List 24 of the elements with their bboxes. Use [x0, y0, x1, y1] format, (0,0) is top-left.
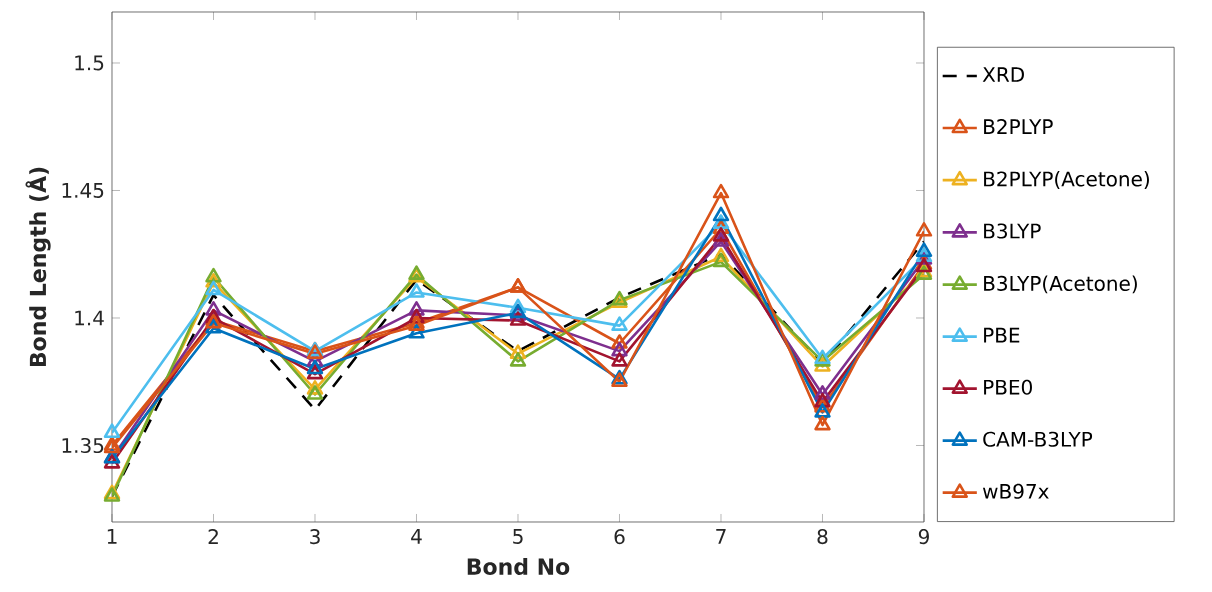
legend-label: B3LYP(Acetone) [984, 275, 1137, 294]
x-tick-label: 1 [107, 529, 117, 544]
legend-label: PBE [984, 327, 1020, 343]
legend-label: PBE0 [984, 379, 1032, 395]
legend-label: XRD [982, 67, 1024, 82]
legend-label: B3LYP [984, 223, 1041, 239]
x-tick-label: 8 [817, 529, 828, 545]
legend-label: CAM-B3LYP [983, 431, 1093, 447]
x-tick-label: 2 [208, 529, 218, 544]
y-tick-label: 1.5 [75, 55, 104, 71]
x-axis-title: Bond No [467, 557, 570, 575]
legend-label: B2PLYP [984, 119, 1053, 134]
y-tick-label: 1.45 [62, 183, 104, 198]
legend-label: wB97x [982, 483, 1049, 499]
y-tick-label: 1.35 [62, 437, 104, 454]
x-tick-label: 9 [918, 529, 929, 545]
legend-label: B2PLYP(Acetone) [984, 171, 1149, 189]
x-tick-label: 7 [716, 529, 726, 544]
y-axis-title: Bond Length (Å) [25, 167, 51, 367]
x-tick-label: 3 [310, 529, 320, 545]
x-tick-label: 4 [411, 529, 422, 544]
x-tick-label: 5 [513, 529, 523, 544]
y-tick-label: 1.4 [75, 310, 104, 326]
x-tick-label: 6 [614, 529, 625, 545]
